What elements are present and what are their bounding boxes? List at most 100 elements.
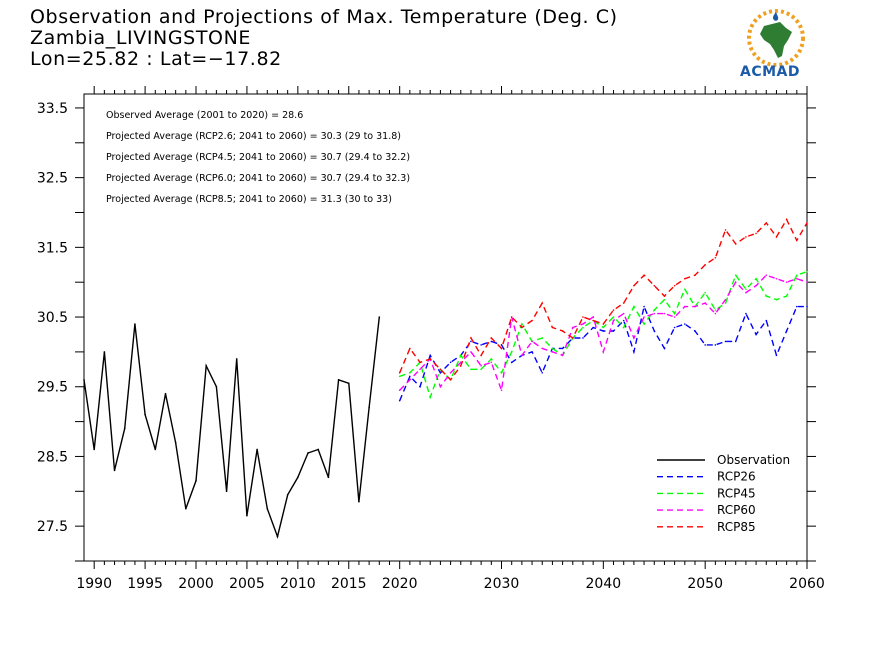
data-point-rcp60 bbox=[490, 361, 493, 364]
data-point-rcp85 bbox=[622, 302, 625, 304]
data-point-observation bbox=[378, 316, 381, 318]
data-point-rcp45 bbox=[510, 351, 513, 353]
data-point-rcp45 bbox=[409, 372, 411, 374]
data-point-observation bbox=[307, 452, 309, 454]
data-point-rcp60 bbox=[551, 351, 554, 353]
x-tick-label: 2015 bbox=[331, 576, 367, 592]
x-tick-label: 1995 bbox=[127, 576, 163, 592]
data-point-rcp60 bbox=[765, 274, 768, 277]
data-point-rcp85 bbox=[653, 284, 656, 287]
data-point-rcp45 bbox=[398, 375, 401, 378]
legend-label-rcp85: RCP85 bbox=[717, 520, 756, 534]
data-point-rcp60 bbox=[419, 368, 421, 371]
x-tick-label: 2060 bbox=[789, 576, 825, 592]
y-tick-label: 28.5 bbox=[37, 449, 68, 465]
data-point-rcp85 bbox=[429, 358, 432, 360]
data-point-rcp85 bbox=[419, 361, 421, 364]
data-point-rcp26 bbox=[765, 319, 768, 322]
data-point-rcp60 bbox=[796, 277, 798, 280]
data-point-rcp45 bbox=[622, 326, 625, 329]
legend-label-rcp60: RCP60 bbox=[717, 503, 756, 517]
data-point-rcp85 bbox=[796, 239, 798, 242]
legend-label-rcp45: RCP45 bbox=[717, 486, 756, 500]
data-point-rcp60 bbox=[806, 281, 808, 283]
data-point-rcp26 bbox=[429, 354, 432, 357]
data-point-rcp60 bbox=[724, 298, 727, 301]
data-point-rcp26 bbox=[480, 344, 482, 346]
data-point-observation bbox=[164, 392, 167, 395]
data-point-rcp85 bbox=[612, 309, 615, 311]
x-tick-label: 2000 bbox=[178, 576, 214, 592]
logo-text: ACMAD bbox=[740, 64, 800, 80]
average-annotation: Observed Average (2001 to 2020) = 28.6 bbox=[106, 110, 303, 121]
data-point-rcp26 bbox=[531, 351, 533, 353]
average-annotation: Projected Average (RCP2.6; 2041 to 2060)… bbox=[106, 131, 401, 142]
data-point-observation bbox=[113, 469, 116, 472]
data-point-rcp60 bbox=[612, 319, 615, 322]
data-point-rcp85 bbox=[551, 326, 554, 329]
data-point-rcp26 bbox=[775, 354, 778, 357]
data-point-rcp45 bbox=[582, 326, 584, 329]
data-point-rcp85 bbox=[409, 347, 411, 350]
data-point-rcp26 bbox=[409, 375, 411, 378]
series-line-observation bbox=[83, 316, 380, 540]
data-point-observation bbox=[174, 441, 177, 444]
data-point-rcp60 bbox=[571, 326, 574, 329]
data-point-rcp26 bbox=[653, 330, 656, 332]
data-point-rcp26 bbox=[796, 305, 798, 308]
data-point-observation bbox=[154, 448, 157, 451]
data-point-rcp60 bbox=[704, 302, 706, 304]
data-point-rcp85 bbox=[704, 263, 706, 266]
data-point-observation bbox=[195, 480, 197, 482]
data-point-rcp45 bbox=[541, 337, 544, 339]
data-point-rcp45 bbox=[612, 316, 615, 318]
data-point-rcp45 bbox=[785, 295, 788, 297]
data-point-rcp45 bbox=[673, 312, 676, 315]
data-point-rcp60 bbox=[622, 312, 625, 315]
data-point-rcp45 bbox=[470, 368, 472, 371]
data-point-rcp85 bbox=[694, 274, 696, 277]
data-point-rcp60 bbox=[714, 312, 717, 315]
station-coordinates: Lon=25.82 : Lat=−17.82 bbox=[30, 48, 282, 70]
data-point-rcp60 bbox=[398, 389, 401, 392]
data-point-observation bbox=[93, 448, 95, 451]
data-point-rcp85 bbox=[806, 222, 808, 224]
data-point-rcp60 bbox=[755, 284, 757, 287]
data-point-observation bbox=[123, 427, 126, 430]
data-point-rcp26 bbox=[470, 340, 472, 343]
data-point-rcp60 bbox=[643, 316, 645, 318]
data-point-rcp26 bbox=[592, 326, 594, 329]
data-point-rcp26 bbox=[755, 333, 757, 336]
data-point-rcp60 bbox=[521, 354, 523, 357]
data-point-rcp85 bbox=[449, 378, 452, 381]
data-point-rcp26 bbox=[510, 361, 513, 364]
data-point-rcp26 bbox=[633, 351, 635, 353]
data-point-rcp85 bbox=[663, 295, 666, 297]
data-point-rcp60 bbox=[449, 372, 452, 374]
data-point-rcp85 bbox=[745, 236, 747, 238]
data-point-rcp26 bbox=[643, 305, 645, 308]
data-point-rcp26 bbox=[449, 361, 452, 364]
data-point-rcp85 bbox=[470, 337, 472, 339]
data-point-rcp85 bbox=[775, 236, 778, 238]
data-point-rcp45 bbox=[684, 288, 686, 290]
data-point-rcp60 bbox=[592, 316, 594, 318]
data-point-rcp60 bbox=[663, 312, 666, 315]
data-point-rcp45 bbox=[734, 274, 737, 277]
data-point-rcp60 bbox=[775, 277, 778, 280]
data-point-rcp26 bbox=[419, 385, 421, 388]
data-point-rcp85 bbox=[561, 330, 564, 332]
y-tick-label: 29.5 bbox=[37, 380, 68, 396]
data-point-rcp85 bbox=[541, 302, 544, 304]
data-point-rcp45 bbox=[490, 358, 493, 360]
data-point-rcp45 bbox=[480, 368, 482, 371]
data-point-rcp26 bbox=[684, 323, 686, 325]
data-point-rcp26 bbox=[745, 312, 747, 315]
y-tick-label: 27.5 bbox=[37, 519, 68, 535]
data-point-rcp85 bbox=[571, 337, 574, 339]
data-point-rcp26 bbox=[439, 372, 442, 374]
data-point-rcp60 bbox=[470, 351, 472, 353]
data-point-rcp45 bbox=[714, 309, 717, 311]
data-point-rcp85 bbox=[602, 323, 605, 325]
